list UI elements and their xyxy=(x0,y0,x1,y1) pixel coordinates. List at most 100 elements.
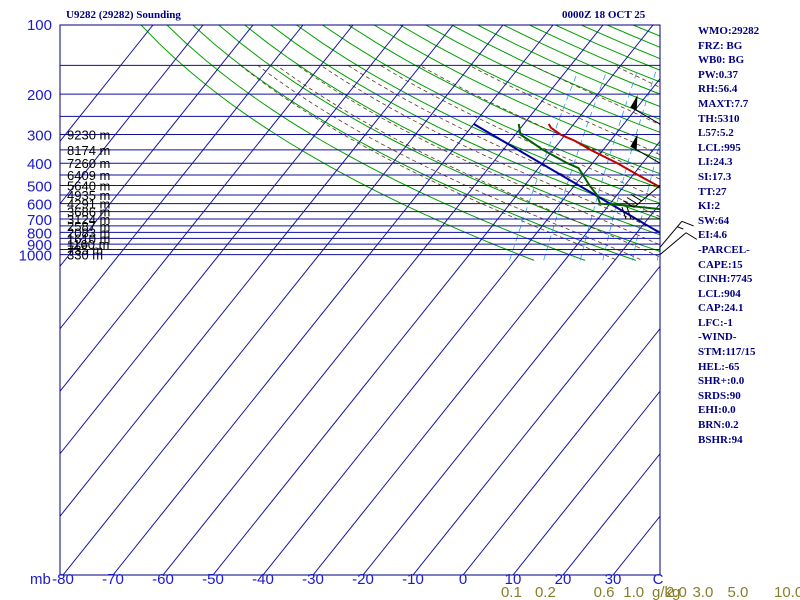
index-item: CAPE:15 xyxy=(698,258,743,271)
index-item: SHR+:0.0 xyxy=(698,375,745,388)
mixing-ratio-line xyxy=(632,141,660,261)
isotherm xyxy=(562,452,660,575)
mixing-ratio-tick-label: 5.0 xyxy=(727,584,748,600)
wind-barb-feather xyxy=(626,197,639,205)
isotherm xyxy=(62,254,320,575)
wind-barb-staff xyxy=(659,232,687,255)
index-item: EI:4.6 xyxy=(698,229,728,242)
temperature-tick-label: -10 xyxy=(402,571,424,588)
temperature-tick-label: 30 xyxy=(605,571,622,588)
sounding-profiles xyxy=(473,123,660,235)
dry-adiabat xyxy=(296,25,660,204)
pressure-unit-label: mb xyxy=(30,571,51,588)
isotherm xyxy=(769,25,800,255)
index-item: LCL:904 xyxy=(698,287,741,300)
dry-adiabat xyxy=(399,25,660,147)
dry-adiabat xyxy=(555,25,660,71)
wind-barb-pennant xyxy=(630,94,638,111)
pressure-tick-label: 300 xyxy=(27,128,52,145)
wind-barbs xyxy=(621,94,698,255)
isotherm xyxy=(468,25,654,255)
dry-adiabat xyxy=(529,25,660,83)
isotherm xyxy=(60,254,220,455)
height-label: 7260 m xyxy=(67,156,110,171)
dry-adiabat xyxy=(270,25,660,220)
isotherm xyxy=(262,254,520,575)
isotherm xyxy=(60,254,70,268)
height-label: 4291 m xyxy=(67,197,110,212)
mixing-ratio-line xyxy=(543,71,607,261)
isotherm xyxy=(118,25,304,255)
index-item: HEL:-65 xyxy=(698,360,740,373)
mixing-ratio-line xyxy=(579,71,638,261)
index-item: BSHR:94 xyxy=(698,433,743,446)
isotherm xyxy=(60,254,120,330)
dry-adiabat xyxy=(425,25,660,133)
temperature-tick-label: -80 xyxy=(52,571,74,588)
dry-adiabat xyxy=(789,25,800,260)
isotherm xyxy=(318,25,504,255)
isotherm xyxy=(162,254,420,575)
pressure-tick-label: 1000 xyxy=(19,248,52,265)
height-label: 2083 m xyxy=(67,225,110,240)
pressure-tick-label: 200 xyxy=(27,87,52,104)
temperature-tick-label: -30 xyxy=(302,571,324,588)
pressure-tick-label: 600 xyxy=(27,197,52,214)
index-item: CAP:24.1 xyxy=(698,302,744,315)
wind-barb-feather xyxy=(685,232,698,240)
height-label: 735 m xyxy=(67,243,103,258)
pressure-tick-label: 500 xyxy=(27,178,52,195)
temperature-tick-label: -70 xyxy=(102,571,124,588)
wind-barb-pennant xyxy=(630,134,638,150)
index-item: STM:117/15 xyxy=(698,346,756,359)
index-item: LFC:-1 xyxy=(698,316,733,329)
isotherm xyxy=(168,25,354,255)
isotherm xyxy=(68,25,254,255)
isotherm xyxy=(268,25,454,255)
temperature-tick-label: -60 xyxy=(152,571,174,588)
index-panel: WMO:29282 FRZ: BG WB0: BG PW:0.37 RH:56.4 MAX… xyxy=(698,24,759,447)
index-item: MAXT:7.7 xyxy=(698,97,749,110)
isotherm xyxy=(212,254,470,575)
index-item: KI:2 xyxy=(698,200,720,213)
wind-barb-half-feather xyxy=(677,226,684,230)
dry-adiabat xyxy=(373,25,660,160)
mixing-ratio-line xyxy=(762,72,786,261)
mixing-ratio-tick-label: 2.0 xyxy=(666,584,687,600)
height-label: 1160 m xyxy=(67,237,109,252)
index-item: CINH:7745 xyxy=(698,273,753,286)
isotherm xyxy=(60,25,204,205)
index-item: TH:5310 xyxy=(698,112,740,125)
valid-time: 0000Z 18 OCT 25 xyxy=(562,9,646,21)
isotherm xyxy=(368,25,554,255)
isotherm xyxy=(412,265,660,575)
isotherm xyxy=(618,202,660,255)
moist-adiabat xyxy=(789,65,800,259)
isotherm xyxy=(312,254,570,575)
isotherm xyxy=(60,25,154,143)
mixing-ratio-tick-label: 0.1 xyxy=(501,584,522,600)
pressure-tick-label: 100 xyxy=(27,17,52,34)
wind-barb-staff xyxy=(630,145,661,164)
isotherm xyxy=(60,254,270,518)
index-item: LI:24.3 xyxy=(698,156,733,169)
isotherm xyxy=(218,25,404,255)
wind-barb-staff xyxy=(659,220,683,248)
height-label: 330 m xyxy=(67,248,103,263)
mixing-ratio-line xyxy=(788,72,800,261)
isotherm xyxy=(462,327,660,575)
height-label: 2587 m xyxy=(67,219,110,234)
index-item: TT:27 xyxy=(698,185,727,198)
height-label: 1610 m xyxy=(67,231,110,246)
wind-barb-feather xyxy=(681,220,694,227)
index-item: FRZ: BG xyxy=(698,39,743,52)
height-label: 6409 m xyxy=(67,168,110,183)
pressure-tick-label: 400 xyxy=(27,156,52,173)
wind-barb-feather xyxy=(621,206,627,220)
station-title: U9282 (29282) Sounding xyxy=(66,9,181,21)
index-item: BRN:0.2 xyxy=(698,419,739,432)
index-item: L57:5.2 xyxy=(698,127,734,140)
index-item: SW:64 xyxy=(698,214,730,227)
